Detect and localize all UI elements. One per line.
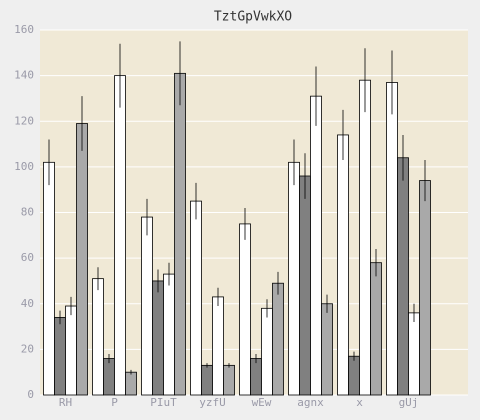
x-tick-label: wEw xyxy=(252,396,272,409)
bar xyxy=(141,216,153,396)
bar xyxy=(272,282,284,396)
x-tick-label: yzfU xyxy=(199,396,226,409)
y-tick-label: 160 xyxy=(14,23,34,36)
bar xyxy=(103,358,115,396)
bar xyxy=(348,355,360,396)
bar xyxy=(250,358,262,396)
bar xyxy=(397,157,409,396)
bar xyxy=(419,180,431,396)
bar xyxy=(76,123,88,396)
y-tick-label: 0 xyxy=(27,388,34,401)
y-tick-label: 140 xyxy=(14,69,34,82)
x-tick-label: RH xyxy=(59,396,72,409)
y-tick-label: 120 xyxy=(14,114,34,127)
bar xyxy=(261,307,273,396)
bar xyxy=(408,312,420,396)
x-tick-label: gUj xyxy=(399,396,419,409)
bar xyxy=(125,371,137,396)
y-tick-label: 100 xyxy=(14,160,34,173)
bar xyxy=(321,303,333,396)
bar xyxy=(152,280,164,396)
bar xyxy=(223,364,235,396)
bar xyxy=(114,75,126,396)
bar xyxy=(386,82,398,396)
bar xyxy=(43,161,55,396)
bar xyxy=(212,296,224,396)
y-tick-label: 20 xyxy=(21,342,34,355)
x-tick-label: P xyxy=(111,396,118,409)
bar xyxy=(288,161,300,396)
bar xyxy=(299,175,311,396)
bar xyxy=(370,262,382,396)
bar xyxy=(310,95,322,396)
x-tick-label: x xyxy=(356,396,363,409)
bar xyxy=(201,364,213,396)
bar xyxy=(239,223,251,396)
y-tick-label: 80 xyxy=(21,206,34,219)
bar xyxy=(190,200,202,396)
bar xyxy=(337,134,349,396)
x-tick-label: PIuT xyxy=(150,396,177,409)
bar xyxy=(174,72,186,396)
y-tick-label: 60 xyxy=(21,251,34,264)
bar xyxy=(92,278,104,396)
bar xyxy=(65,305,77,396)
bar xyxy=(54,317,66,396)
chart-title: TztGpVwkXO xyxy=(214,10,292,25)
x-tick-label: agnx xyxy=(297,396,324,409)
bar xyxy=(163,273,175,396)
bar xyxy=(359,79,371,396)
y-tick-label: 40 xyxy=(21,297,34,310)
